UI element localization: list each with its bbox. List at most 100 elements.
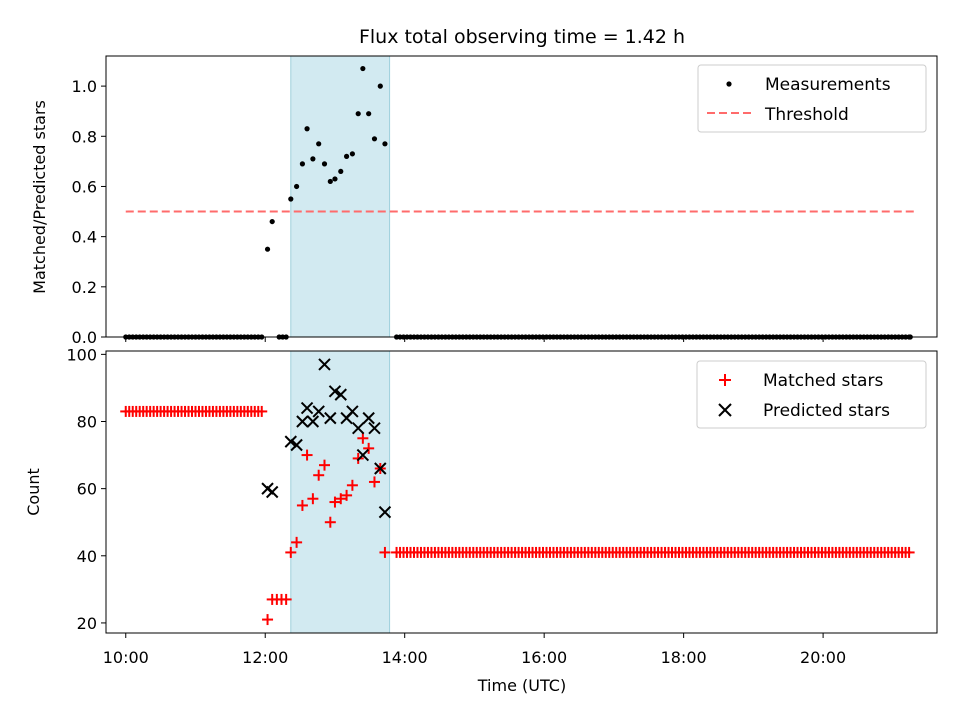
measurement-point	[371, 136, 378, 142]
matched-star-point	[319, 459, 331, 471]
measurement-point	[355, 111, 361, 117]
matched-stars-points	[120, 405, 915, 626]
y-tick-label: 0.6	[72, 177, 97, 196]
predicted-star-point	[356, 448, 370, 462]
measurement-point	[299, 161, 306, 167]
highlight-span	[290, 55, 391, 338]
y-tick-label: 100	[66, 345, 97, 364]
measurement-point	[327, 178, 333, 185]
highlight-span	[290, 350, 391, 634]
y-tick-label: 40	[77, 547, 97, 566]
matched-star-point	[379, 546, 391, 558]
predicted-star-point	[300, 401, 314, 415]
x-tick-label: 16:00	[521, 648, 567, 667]
top-highlight-span	[290, 55, 391, 338]
top-y-axis-label: Matched/Predicted stars	[30, 100, 49, 294]
top-legend: Measurements Threshold	[697, 64, 927, 133]
measurement-point	[382, 141, 388, 147]
matched-star-point	[301, 449, 313, 461]
legend-predicted-label: Predicted stars	[763, 401, 890, 421]
bottom-legend: Matched stars Predicted stars	[696, 360, 927, 429]
predicted-star-point	[374, 462, 387, 475]
legend-measurements-label: Measurements	[765, 75, 891, 95]
matched-star-point	[341, 489, 353, 501]
measurement-point	[269, 218, 275, 225]
predicted-star-point	[296, 415, 309, 428]
measurement-point	[288, 196, 294, 202]
predicted-star-point	[346, 405, 359, 418]
x-tick-label: 14:00	[382, 648, 428, 667]
y-tick-label: 0.0	[72, 328, 97, 347]
measurement-point	[360, 65, 366, 72]
bottom-legend-box	[696, 360, 927, 429]
bottom-axes-frame	[105, 350, 938, 634]
bottom-y-ticks: 20 40 60 80 100	[66, 345, 106, 633]
x-tick-label: 10:00	[103, 648, 149, 667]
matched-star-point	[329, 496, 341, 508]
matched-star-point	[363, 442, 375, 454]
x-axis-label: Time (UTC)	[477, 676, 566, 695]
matched-star-point	[324, 516, 336, 528]
y-tick-label: 60	[77, 480, 97, 499]
matched-star-point	[307, 493, 319, 505]
bottom-x-ticks: 10:00 12:00 14:00 16:00 18:00 20:00	[103, 633, 846, 667]
bottom-y-axis-label: Count	[24, 468, 43, 516]
measurement-point	[321, 161, 328, 167]
predicted-star-point	[351, 422, 365, 435]
x-tick-label: 18:00	[661, 648, 707, 667]
bottom-panel: 20 40 60 80 100 10:00 12:00 14:00 16:00 18:00 20:…	[24, 345, 938, 695]
legend-threshold-label: Threshold	[764, 105, 849, 125]
matched-star-point	[346, 479, 358, 491]
predicted-star-point	[306, 415, 320, 428]
legend-matched-label: Matched stars	[763, 371, 883, 391]
matched-star-point	[285, 546, 297, 558]
legend-measurements-marker	[726, 81, 732, 87]
matched-star-point	[903, 546, 915, 558]
measurement-point	[377, 83, 383, 89]
x-tick-label: 12:00	[242, 648, 288, 667]
predicted-star-point	[265, 485, 279, 499]
predicted-star-point	[328, 385, 342, 398]
matched-star-point	[357, 432, 369, 444]
measurement-point	[332, 176, 338, 182]
predicted-star-point	[318, 358, 331, 371]
bottom-highlight-span	[290, 350, 391, 634]
y-tick-label: 0.4	[72, 228, 97, 247]
measurement-point	[316, 141, 322, 147]
top-x-ticks	[125, 337, 824, 342]
matched-star-point	[313, 469, 325, 481]
predicted-star-point	[324, 411, 337, 425]
measurement-point	[264, 246, 271, 252]
predicted-star-point	[378, 505, 392, 519]
predicted-star-point	[362, 411, 375, 425]
predicted-star-point	[368, 422, 381, 435]
predicted-star-point	[290, 438, 303, 452]
matched-star-point	[296, 499, 308, 511]
chart-title: Flux total observing time = 1.42 h	[359, 26, 685, 48]
y-tick-label: 0.2	[72, 278, 97, 297]
predicted-star-point	[334, 388, 347, 401]
top-panel: 0.0 0.2 0.4 0.6 0.8 1.0 Matched/Predicted sta…	[30, 55, 938, 347]
y-tick-label: 20	[77, 614, 97, 633]
matched-star-point	[291, 536, 303, 548]
legend-predicted-marker	[718, 403, 732, 417]
measurement-point	[294, 183, 300, 190]
matched-star-point	[256, 405, 268, 417]
x-tick-label: 20:00	[800, 648, 846, 667]
top-y-ticks: 0.0 0.2 0.4 0.6 0.8 1.0	[72, 77, 106, 347]
measurement-point	[338, 168, 344, 175]
top-legend-box	[697, 64, 927, 133]
predicted-star-point	[312, 405, 325, 418]
measurement-point	[304, 126, 310, 132]
predicted-stars-points	[261, 358, 392, 519]
legend-matched-marker	[719, 374, 731, 386]
matched-star-point	[262, 614, 274, 626]
y-tick-label: 80	[77, 413, 97, 432]
top-axes-frame	[105, 55, 938, 338]
matched-star-point	[368, 476, 380, 488]
measurement-point	[310, 156, 316, 162]
matched-star-point	[280, 593, 292, 605]
predicted-star-point	[284, 435, 298, 448]
y-tick-label: 1.0	[72, 77, 97, 96]
